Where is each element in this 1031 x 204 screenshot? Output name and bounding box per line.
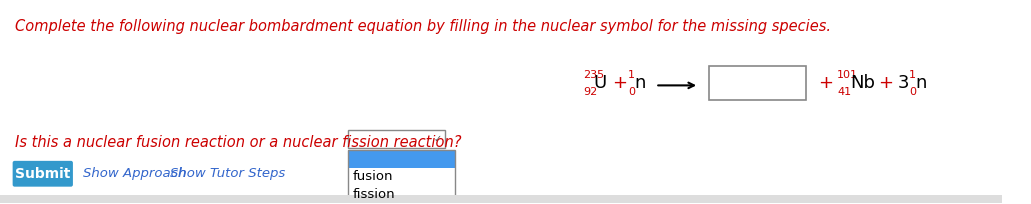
Text: Show Approach: Show Approach xyxy=(82,167,186,180)
Text: ✓: ✓ xyxy=(434,134,441,144)
Text: 41: 41 xyxy=(837,87,852,97)
Text: 1: 1 xyxy=(628,70,635,80)
Text: 0: 0 xyxy=(628,87,635,97)
Text: Show Tutor Steps: Show Tutor Steps xyxy=(170,167,286,180)
FancyBboxPatch shape xyxy=(708,65,806,100)
Text: U: U xyxy=(593,74,606,92)
Text: Is this a nuclear fusion reaction or a nuclear fission reaction?: Is this a nuclear fusion reaction or a n… xyxy=(14,135,461,150)
Text: n: n xyxy=(634,74,645,92)
Text: 235: 235 xyxy=(584,70,604,80)
Text: 0: 0 xyxy=(909,87,917,97)
FancyBboxPatch shape xyxy=(12,161,73,187)
Text: +: + xyxy=(818,74,833,92)
FancyBboxPatch shape xyxy=(348,150,455,168)
Text: 92: 92 xyxy=(584,87,598,97)
Text: Complete the following nuclear bombardment equation by filling in the nuclear sy: Complete the following nuclear bombardme… xyxy=(14,19,831,34)
Text: n: n xyxy=(914,74,926,92)
Text: Nb: Nb xyxy=(850,74,874,92)
Text: 101: 101 xyxy=(837,70,858,80)
Text: 1: 1 xyxy=(909,70,917,80)
Text: +: + xyxy=(612,74,628,92)
Text: +: + xyxy=(878,74,893,92)
FancyBboxPatch shape xyxy=(0,195,1002,203)
FancyBboxPatch shape xyxy=(348,130,445,148)
Text: fission: fission xyxy=(353,188,396,201)
Text: 3: 3 xyxy=(897,74,909,92)
Text: Submit: Submit xyxy=(15,167,70,181)
Text: fusion: fusion xyxy=(353,170,394,183)
